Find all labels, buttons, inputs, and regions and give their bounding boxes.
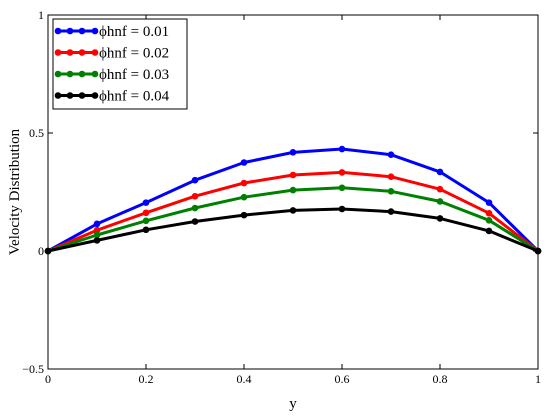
data-point: [142, 199, 150, 206]
plot-frame: [47, 14, 539, 370]
data-point: [142, 226, 150, 234]
data-point: [142, 217, 150, 225]
legend-marker: [91, 70, 99, 78]
data-point: [240, 179, 248, 187]
legend-label: ϕhnf = 0.03: [99, 67, 169, 83]
data-point: [338, 184, 346, 192]
series-3: [44, 184, 542, 255]
data-point: [93, 226, 101, 234]
x-tick-label: 0.8: [433, 372, 448, 386]
data-point: [485, 217, 493, 224]
series-layer: [44, 145, 542, 255]
legend-item: ϕhnf = 0.02: [54, 46, 169, 62]
data-point: [387, 151, 395, 159]
data-point: [191, 204, 199, 212]
x-tick-label: 0.6: [335, 372, 350, 386]
y-tick-label: 0.5: [29, 126, 44, 140]
y-tick-label: 0: [38, 244, 44, 258]
legend-marker: [54, 70, 62, 78]
legend-marker: [66, 27, 74, 35]
data-point: [191, 176, 199, 184]
data-point: [387, 187, 395, 195]
data-point: [240, 193, 248, 201]
legend: ϕhnf = 0.01 ϕhnf = 0.02 ϕhnf = 0.03 ϕhnf = …: [52, 18, 188, 110]
tick-layer: 0 0.2 0.4 0.6 0.8 1−0.500.51: [22, 8, 541, 386]
legend-marker: [78, 27, 86, 35]
data-point: [289, 186, 297, 194]
legend-marker: [91, 49, 99, 56]
data-point: [387, 208, 395, 215]
legend-item: ϕhnf = 0.01: [54, 24, 169, 40]
legend-marker: [66, 49, 74, 56]
series-line: [47, 186, 539, 253]
data-point: [338, 205, 346, 213]
legend-marker: [66, 70, 74, 78]
data-point: [191, 218, 199, 225]
data-point: [240, 211, 248, 219]
data-point: [93, 231, 101, 239]
x-axis-label: y: [289, 396, 297, 412]
data-point: [338, 169, 346, 176]
legend-item: ϕhnf = 0.04: [54, 89, 170, 105]
data-point: [485, 227, 493, 235]
legend-item: ϕhnf = 0.03: [54, 67, 169, 83]
series-line: [47, 207, 539, 253]
data-point: [436, 198, 444, 205]
legend-marker: [78, 49, 86, 56]
data-point: [289, 149, 297, 156]
x-tick-label: 0: [45, 372, 51, 386]
data-point: [436, 168, 444, 176]
legend-label: ϕhnf = 0.01: [99, 24, 169, 40]
legend-marker: [91, 92, 99, 99]
data-point: [485, 199, 493, 206]
data-point: [338, 145, 346, 153]
legend-marker: [78, 70, 86, 78]
data-point: [240, 159, 248, 166]
data-point: [436, 185, 444, 193]
legend-marker: [78, 92, 86, 99]
y-tick-label: −0.5: [22, 362, 44, 376]
x-tick-label: 1: [535, 372, 541, 386]
data-point: [191, 192, 199, 200]
legend-marker: [66, 92, 74, 99]
data-point: [289, 171, 297, 179]
legend-marker: [54, 92, 62, 99]
data-point: [387, 173, 395, 180]
y-axis-label: Velocity Distribution: [7, 128, 23, 255]
legend-marker: [91, 27, 99, 35]
data-point: [93, 237, 101, 244]
x-tick-label: 0.2: [139, 372, 154, 386]
series-1: [44, 145, 542, 255]
legend-label: ϕhnf = 0.02: [99, 46, 169, 62]
x-tick-label: 0.4: [237, 372, 252, 386]
data-point: [289, 207, 297, 214]
legend-marker: [54, 49, 62, 56]
legend-marker: [54, 27, 62, 35]
data-point: [436, 215, 444, 222]
legend-label: ϕhnf = 0.04: [99, 89, 170, 105]
data-point: [485, 209, 493, 217]
data-point: [93, 220, 101, 228]
y-tick-label: 1: [38, 8, 44, 22]
data-point: [142, 209, 150, 217]
